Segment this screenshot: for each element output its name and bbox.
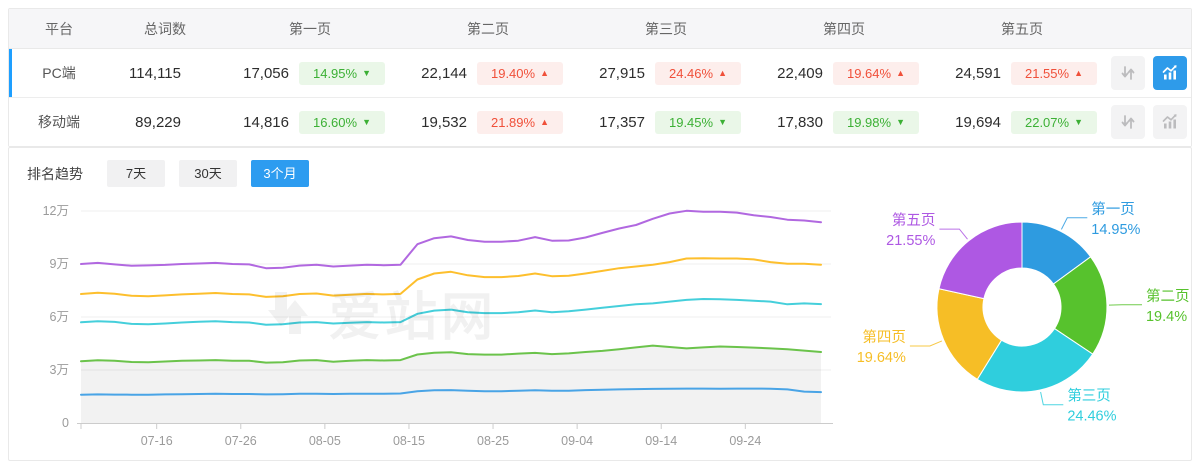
label-connector [1040,391,1064,406]
y-tick-label: 9万 [50,257,69,271]
donut-label-pct: 21.55% [886,233,935,249]
header-page-3: 第三页 [645,20,687,37]
total-words-value: 89,229 [135,113,181,131]
page-count: 14,816 [243,113,289,131]
keyword-rank-table: 平台 总词数 第一页 第二页 第三页 第四页 第五页 PC端 114,115 1… [8,8,1192,147]
trend-badge: 19.98% ▼ [833,110,919,134]
x-tick-label: 07-16 [141,434,173,448]
donut-label-pct: 19.4% [1146,309,1187,325]
trend-line-第五页 [80,209,822,270]
sort-button[interactable] [1111,105,1145,139]
header-actions [1111,9,1191,48]
trend-badge: 21.89% ▲ [477,110,563,134]
donut-label-pct: 19.64% [857,350,906,366]
y-tick-label: 12万 [43,204,69,218]
header-page-5: 第五页 [1001,20,1043,37]
label-connector [939,228,968,240]
page-count: 22,144 [421,64,467,82]
donut-label-name: 第二页 [1146,287,1190,305]
trend-arrow-icon: ▼ [896,116,905,127]
trend-arrow-icon: ▲ [1074,67,1083,78]
page-count: 17,056 [243,64,289,82]
rank-trend-panel: 排名趋势 7天 30天 3个月 07-16 07-26 08-05 08-15 08-2… [8,147,1192,461]
label-connector [909,340,943,347]
line-chart-svg: 07-16 07-26 08-05 08-15 08-25 09-04 09-14 09-24… [43,204,833,448]
total-words-value: 114,115 [129,64,181,82]
trend-arrow-icon: ▲ [718,67,727,78]
header-page-2: 第二页 [467,20,509,37]
trend-line-chart: 07-16 07-26 08-05 08-15 08-25 09-04 09-14 09-24… [9,189,856,461]
trend-arrow-icon: ▲ [896,67,905,78]
trend-arrow-icon: ▼ [1074,116,1083,127]
sort-arrows-icon [1121,66,1135,80]
page-count: 27,915 [599,64,645,82]
table-row-mobile[interactable]: 移动端 89,229 14,816 16.60% ▼ 19,532 21.89% ▲ 1… [9,97,1191,146]
page-share-donut-chart: 第一页 14.95% 第二页 19.4% 第三页 24.46% 第四页 19.64% 第五页 21… [856,189,1191,461]
trend-badge: 16.60% ▼ [299,110,385,134]
donut-label-pct: 24.46% [1067,409,1116,425]
donut-label-pct: 14.95% [1091,222,1140,238]
table-header-row: 平台 总词数 第一页 第二页 第三页 第四页 第五页 [9,9,1191,49]
y-tick-label: 0 [62,416,69,430]
trend-arrow-icon: ▼ [362,67,371,78]
trend-line-第一页 [80,387,822,396]
donut-label-name: 第四页 [862,328,906,346]
page-count: 22,409 [777,64,823,82]
trend-badge: 22.07% ▼ [1011,110,1097,134]
trend-arrow-icon: ▼ [362,116,371,127]
x-tick-label: 08-25 [477,434,509,448]
trend-title: 排名趋势 [27,165,83,182]
trend-badge: 19.45% ▼ [655,110,741,134]
donut-slice-第三页[interactable] [976,327,1094,393]
trend-line-第三页 [80,298,822,326]
header-total-words: 总词数 [144,20,186,37]
x-tick-label: 08-15 [393,434,425,448]
page-count: 17,357 [599,113,645,131]
platform-label: 移动端 [38,114,80,130]
trend-arrow-icon: ▼ [718,116,727,127]
x-tick-label: 09-04 [561,434,593,448]
label-connector [1060,217,1088,230]
trend-badge: 21.55% ▲ [1011,61,1097,85]
trend-badge: 19.64% ▲ [833,61,919,85]
donut-label-name: 第一页 [1091,200,1135,218]
area-fill [81,345,821,423]
table-row-pc[interactable]: PC端 114,115 17,056 14.95% ▼ 22,144 19.40% ▲ … [9,49,1191,97]
x-tick-label: 08-05 [309,434,341,448]
trend-line-第四页 [80,257,822,298]
donut-label-name: 第五页 [892,211,936,229]
page-count: 17,830 [777,113,823,131]
platform-label: PC端 [42,65,76,81]
donut-label-name: 第三页 [1067,387,1111,405]
page-count: 19,532 [421,113,467,131]
x-tick-label: 09-24 [729,434,761,448]
chart-toggle-button[interactable] [1153,105,1187,139]
trend-line-第二页 [80,344,822,364]
page-count: 19,694 [955,113,1001,131]
trend-badge: 24.46% ▲ [655,61,741,85]
trend-badge: 19.40% ▲ [477,61,563,85]
trend-arrow-icon: ▲ [540,116,549,127]
header-platform: 平台 [45,20,73,37]
sort-button[interactable] [1111,56,1145,90]
tab-3months[interactable]: 3个月 [251,160,309,187]
trend-chart-icon [1162,114,1177,129]
trend-chart-icon [1162,65,1177,80]
sort-arrows-icon [1121,115,1135,129]
tab-30days[interactable]: 30天 [179,160,237,187]
y-tick-label: 6万 [50,310,69,324]
donut-slice-第五页[interactable] [938,221,1023,300]
trend-toolbar: 排名趋势 7天 30天 3个月 [9,148,1191,189]
x-tick-label: 07-26 [225,434,257,448]
header-page-1: 第一页 [289,20,331,37]
page-count: 24,591 [955,64,1001,82]
chart-toggle-button[interactable] [1153,56,1187,90]
header-page-4: 第四页 [823,20,865,37]
x-tick-label: 09-14 [645,434,677,448]
trend-badge: 14.95% ▼ [299,61,385,85]
tab-7days[interactable]: 7天 [107,160,165,187]
trend-arrow-icon: ▲ [540,67,549,78]
donut-chart-svg: 第一页 14.95% 第二页 19.4% 第三页 24.46% 第四页 19.64% 第五页 21… [857,200,1190,425]
y-tick-label: 3万 [50,363,69,377]
